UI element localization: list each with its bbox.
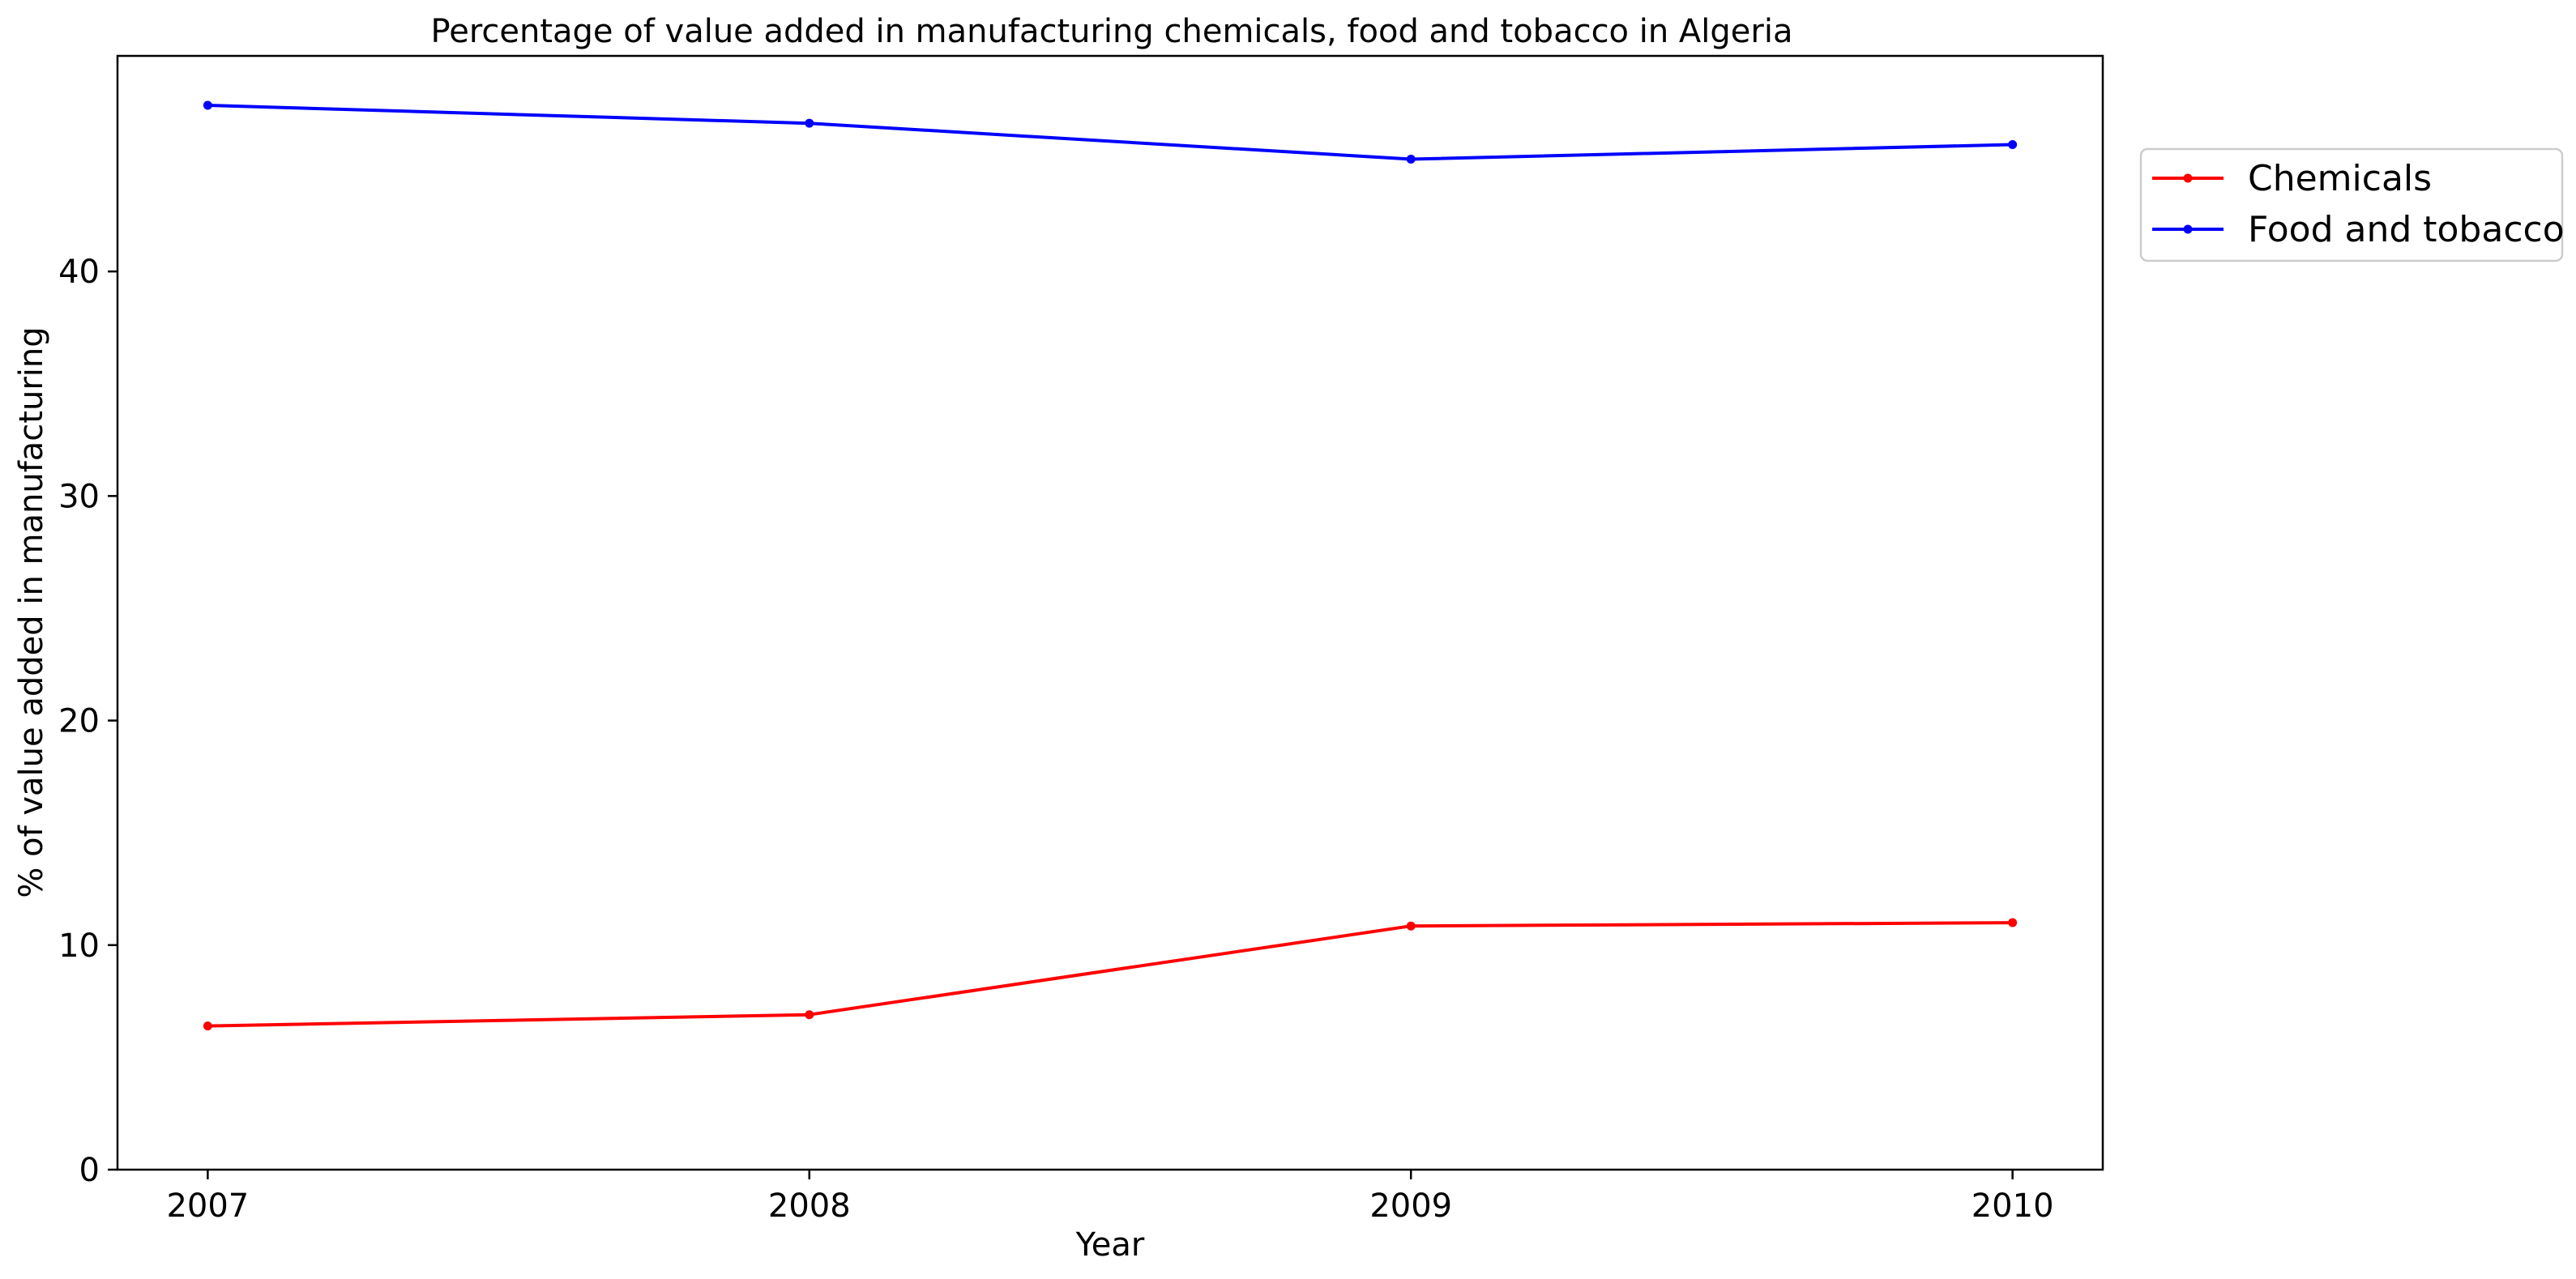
series-line-chemicals <box>207 921 2013 1028</box>
x-axis: 2007 2008 2009 2010 <box>166 1170 2054 1225</box>
legend-box <box>2139 147 2564 262</box>
data-point-chemicals <box>203 1021 212 1031</box>
legend-marker-food-and-tobacco <box>2183 224 2193 234</box>
series-line-food-and-tobacco <box>207 104 2013 161</box>
legend-marker-chemicals <box>2183 173 2193 183</box>
plot-area <box>116 54 2104 1171</box>
y-tick-label: 30 <box>58 478 100 515</box>
x-tick-label: 2007 <box>166 1187 249 1225</box>
y-tick-label: 0 <box>79 1152 100 1189</box>
data-point-chemicals <box>805 1010 814 1020</box>
chart-title: Percentage of value added in manufacturi… <box>431 13 1793 50</box>
y-axis-title: % of value added in manufacturing <box>13 326 50 897</box>
data-point-chemicals <box>2008 918 2018 927</box>
legend: Chemicals Food and tobacco <box>2139 147 2565 262</box>
y-tick-label: 40 <box>58 254 100 291</box>
x-tick-label: 2008 <box>768 1187 851 1225</box>
y-axis: 0 10 20 30 40 <box>58 254 117 1189</box>
x-tick-label: 2009 <box>1369 1187 1452 1225</box>
legend-label-food-and-tobacco: Food and tobacco <box>2248 209 2565 250</box>
y-tick-label: 20 <box>58 703 100 740</box>
data-point-food-and-tobacco <box>1406 155 1416 164</box>
series-layer <box>203 100 2018 1031</box>
y-tick-label: 10 <box>58 927 100 965</box>
legend-label-chemicals: Chemicals <box>2248 158 2432 199</box>
data-point-food-and-tobacco <box>805 118 814 128</box>
data-point-food-and-tobacco <box>2008 140 2018 150</box>
data-point-food-and-tobacco <box>203 100 212 110</box>
x-tick-label: 2010 <box>1972 1187 2054 1225</box>
data-point-chemicals <box>1406 921 1416 931</box>
x-axis-title: Year <box>1075 1226 1145 1264</box>
